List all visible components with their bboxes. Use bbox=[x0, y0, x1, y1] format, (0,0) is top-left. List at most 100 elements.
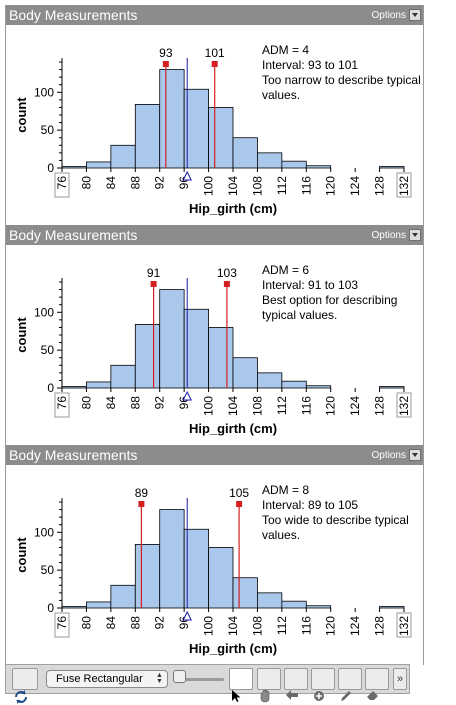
x-tick-label: 92 bbox=[153, 396, 167, 410]
panel-title-bar[interactable]: Body Measurements Options bbox=[6, 5, 423, 25]
options-menu[interactable]: Options bbox=[372, 227, 421, 243]
x-tick-label: 128 bbox=[373, 396, 387, 416]
y-tick-label: 0 bbox=[47, 601, 54, 615]
options-menu[interactable]: Options bbox=[372, 447, 421, 463]
annotation-interval: Interval: 91 to 103 bbox=[262, 278, 359, 292]
x-tick-label: 124 bbox=[348, 396, 362, 416]
panel-title-bar[interactable]: Body Measurements Options bbox=[6, 225, 423, 245]
histogram-bar bbox=[232, 577, 258, 609]
histogram-bar bbox=[134, 104, 161, 169]
histogram-bar bbox=[159, 509, 185, 609]
fuse-dropdown[interactable]: Fuse Rectangular ▲ ▼ bbox=[46, 670, 168, 688]
histogram-bar bbox=[379, 606, 405, 609]
x-tick-label: 84 bbox=[104, 616, 118, 630]
x-tick-label: 84 bbox=[104, 396, 118, 410]
interval-handle bbox=[211, 61, 218, 67]
histogram-bar bbox=[305, 165, 332, 169]
plus-button[interactable] bbox=[311, 668, 335, 701]
histogram-bar bbox=[183, 88, 209, 169]
interval-label: 105 bbox=[229, 486, 249, 500]
x-tick-label: 88 bbox=[128, 396, 142, 410]
x-tick-label: 104 bbox=[226, 616, 240, 636]
histogram-bar bbox=[159, 69, 185, 169]
y-tick-label: 100 bbox=[34, 525, 54, 539]
arrow-icon bbox=[286, 690, 298, 700]
x-tick-label: 124 bbox=[348, 176, 362, 196]
annotation: ADM = 8 Interval: 89 to 105 Too wide to … bbox=[262, 483, 409, 543]
updown-arrow-icon: ▲ ▼ bbox=[156, 672, 163, 685]
histogram-bar bbox=[379, 386, 405, 389]
x-tick-label: 120 bbox=[324, 176, 338, 196]
chevron-down-icon[interactable] bbox=[409, 449, 421, 461]
histogram-bar bbox=[281, 160, 307, 169]
x-axis-endpoint-box bbox=[396, 172, 412, 198]
annotation-line4: typical values. bbox=[262, 308, 338, 322]
annotation: ADM = 4 Interval: 93 to 101 Too narrow t… bbox=[262, 43, 421, 103]
histogram-bar bbox=[86, 601, 112, 609]
x-tick-label: 104 bbox=[226, 176, 240, 196]
x-tick-label: 132 bbox=[397, 616, 411, 636]
x-tick-label: 112 bbox=[275, 176, 289, 195]
eraser-button[interactable] bbox=[365, 668, 389, 700]
x-axis-label: Hip_girth (cm) bbox=[189, 421, 277, 436]
histogram-bar bbox=[257, 372, 283, 389]
interval-label: 101 bbox=[205, 46, 225, 60]
options-menu[interactable]: Options bbox=[372, 7, 421, 23]
pointer-button[interactable] bbox=[229, 668, 253, 702]
x-axis-endpoint-box bbox=[54, 392, 70, 418]
panel-title: Body Measurements bbox=[9, 7, 138, 23]
histogram-bar bbox=[208, 327, 234, 389]
x-tick-label: 108 bbox=[250, 396, 264, 416]
slider-track[interactable] bbox=[180, 678, 224, 681]
x-tick-label: 116 bbox=[299, 176, 313, 195]
histogram-bar bbox=[134, 324, 161, 389]
chevron-down-icon[interactable] bbox=[409, 9, 421, 21]
interval-handle bbox=[138, 501, 145, 507]
x-tick-label: 80 bbox=[79, 176, 93, 190]
x-axis-endpoint-box bbox=[54, 612, 70, 638]
x-tick-label: 108 bbox=[250, 616, 264, 636]
chevron-down-icon[interactable] bbox=[409, 229, 421, 241]
interval-handle bbox=[162, 61, 169, 67]
histogram-bar bbox=[110, 364, 136, 389]
annotation-adm: ADM = 8 bbox=[262, 483, 310, 497]
histogram-bar bbox=[183, 528, 209, 609]
y-tick-label: 0 bbox=[47, 381, 54, 395]
arrow-button[interactable] bbox=[284, 668, 308, 700]
options-label[interactable]: Options bbox=[371, 9, 406, 21]
interval-handle bbox=[150, 281, 157, 287]
pencil-button[interactable] bbox=[338, 668, 362, 701]
panel-3: Body Measurements Options 0 50 100 76 80 84 88… bbox=[5, 445, 424, 665]
histogram-bar bbox=[61, 386, 87, 389]
slider-thumb[interactable] bbox=[173, 670, 186, 683]
annotation-adm: ADM = 6 bbox=[262, 263, 310, 277]
more-button[interactable]: » bbox=[393, 668, 407, 690]
x-tick-label: 76 bbox=[55, 176, 69, 190]
interval-handle bbox=[223, 281, 230, 287]
panel-2: Body Measurements Options 0 50 100 76 80 84 88… bbox=[5, 225, 424, 445]
histogram-bar bbox=[110, 144, 136, 169]
options-label[interactable]: Options bbox=[371, 229, 406, 241]
options-label[interactable]: Options bbox=[371, 449, 406, 461]
x-tick-label: 88 bbox=[128, 616, 142, 630]
histogram-bar bbox=[61, 606, 87, 609]
histogram-bar bbox=[208, 547, 234, 609]
x-tick-label: 124 bbox=[348, 616, 362, 636]
annotation-interval: Interval: 89 to 105 bbox=[262, 498, 359, 512]
interval-label: 103 bbox=[217, 266, 237, 280]
y-tick-label: 100 bbox=[34, 85, 54, 99]
y-axis-label: count bbox=[14, 97, 29, 133]
y-tick-label: 50 bbox=[41, 563, 55, 577]
y-tick-label: 50 bbox=[41, 343, 55, 357]
panel-title-bar[interactable]: Body Measurements Options bbox=[6, 445, 423, 465]
panel-1: Body Measurements Options 0 50 100 76 80 84 88… bbox=[5, 5, 424, 225]
annotation-interval: Interval: 93 to 101 bbox=[262, 58, 359, 72]
rotate-button[interactable] bbox=[12, 668, 38, 704]
histogram-bar bbox=[183, 308, 209, 389]
y-tick-label: 100 bbox=[34, 305, 54, 319]
x-tick-label: 108 bbox=[250, 176, 264, 196]
hand-button[interactable] bbox=[257, 668, 281, 703]
